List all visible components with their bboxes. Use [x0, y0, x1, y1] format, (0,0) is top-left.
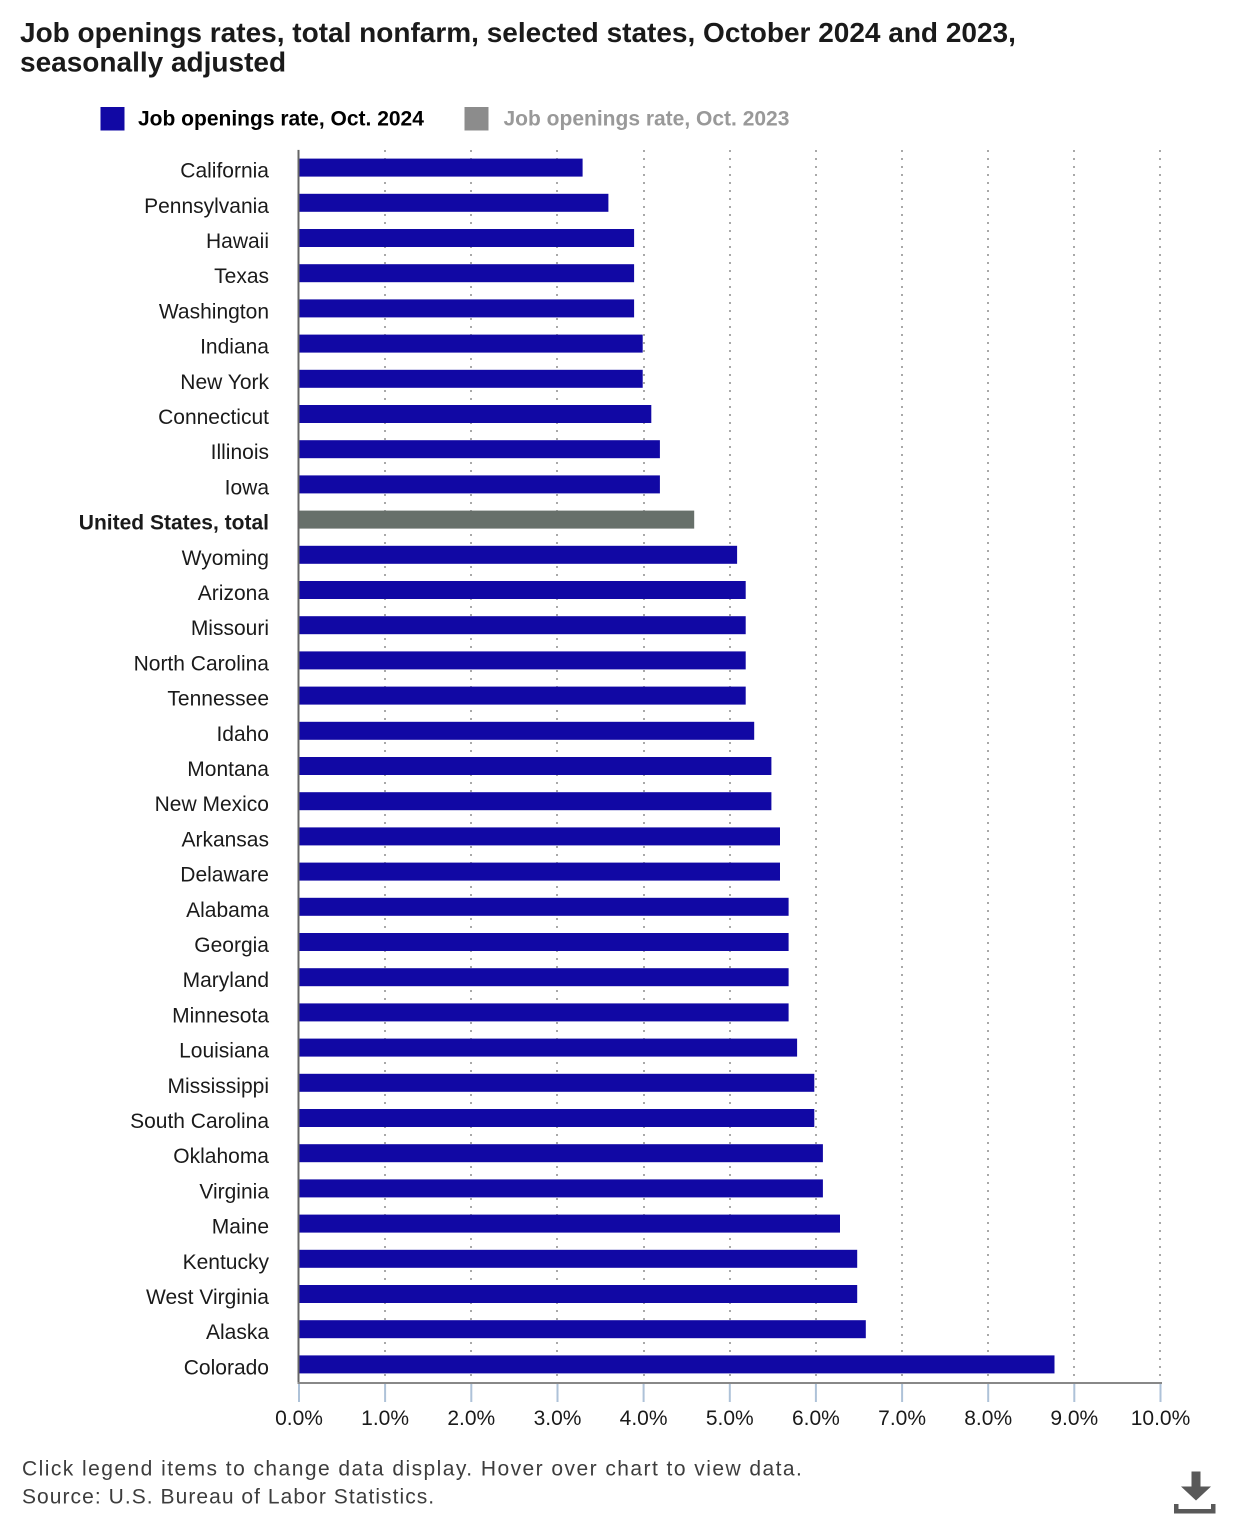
- svg-text:Minnesota: Minnesota: [172, 1004, 269, 1027]
- svg-text:Alabama: Alabama: [186, 899, 269, 922]
- svg-text:Texas: Texas: [214, 265, 269, 288]
- svg-text:Virginia: Virginia: [199, 1180, 269, 1203]
- svg-text:Idaho: Idaho: [216, 723, 269, 746]
- svg-text:Job openings rate, Oct. 2024: Job openings rate, Oct. 2024: [138, 107, 424, 130]
- svg-text:4.0%: 4.0%: [620, 1407, 668, 1430]
- svg-text:Tennessee: Tennessee: [167, 688, 269, 711]
- svg-text:Washington: Washington: [159, 300, 269, 323]
- svg-text:Maine: Maine: [212, 1216, 269, 1239]
- svg-text:6.0%: 6.0%: [792, 1407, 840, 1430]
- svg-text:North Carolina: North Carolina: [134, 652, 270, 675]
- svg-text:Source: U.S. Bureau of Labor S: Source: U.S. Bureau of Labor Statistics.: [22, 1486, 435, 1509]
- svg-text:0.0%: 0.0%: [275, 1407, 323, 1430]
- svg-text:Illinois: Illinois: [211, 441, 269, 464]
- svg-text:Kentucky: Kentucky: [183, 1251, 270, 1274]
- svg-text:New York: New York: [180, 371, 269, 394]
- svg-text:Oklahoma: Oklahoma: [173, 1145, 269, 1168]
- svg-text:Connecticut: Connecticut: [158, 406, 269, 429]
- svg-text:Delaware: Delaware: [180, 864, 269, 887]
- svg-text:Click legend items to change d: Click legend items to change data displa…: [22, 1458, 803, 1481]
- svg-text:California: California: [180, 160, 269, 183]
- svg-text:8.0%: 8.0%: [964, 1407, 1012, 1430]
- svg-text:Alaska: Alaska: [206, 1321, 269, 1344]
- svg-text:10.0%: 10.0%: [1131, 1407, 1191, 1430]
- svg-text:Job openings rate, Oct. 2023: Job openings rate, Oct. 2023: [504, 107, 790, 130]
- svg-text:Maryland: Maryland: [183, 969, 269, 992]
- svg-text:Georgia: Georgia: [194, 934, 269, 957]
- svg-text:9.0%: 9.0%: [1050, 1407, 1098, 1430]
- svg-text:Arkansas: Arkansas: [181, 828, 269, 851]
- svg-text:7.0%: 7.0%: [878, 1407, 926, 1430]
- svg-text:5.0%: 5.0%: [706, 1407, 754, 1430]
- svg-text:Arizona: Arizona: [198, 582, 270, 605]
- svg-text:2.0%: 2.0%: [447, 1407, 495, 1430]
- svg-text:Louisiana: Louisiana: [179, 1040, 269, 1063]
- svg-text:United States, total: United States, total: [79, 512, 269, 535]
- svg-text:Job openings rates, total nonf: Job openings rates, total nonfarm, selec…: [20, 17, 1016, 48]
- svg-text:3.0%: 3.0%: [534, 1407, 582, 1430]
- svg-text:Iowa: Iowa: [225, 476, 270, 499]
- svg-text:1.0%: 1.0%: [361, 1407, 409, 1430]
- svg-text:Montana: Montana: [187, 758, 269, 781]
- svg-text:Mississippi: Mississippi: [167, 1075, 269, 1098]
- svg-text:Colorado: Colorado: [184, 1356, 269, 1379]
- svg-text:Wyoming: Wyoming: [182, 547, 269, 570]
- svg-text:West Virginia: West Virginia: [146, 1286, 269, 1309]
- svg-text:Pennsylvania: Pennsylvania: [144, 195, 269, 218]
- svg-text:Indiana: Indiana: [200, 336, 269, 359]
- svg-text:seasonally adjusted: seasonally adjusted: [20, 46, 286, 77]
- svg-text:New Mexico: New Mexico: [155, 793, 269, 816]
- svg-text:Missouri: Missouri: [191, 617, 269, 640]
- svg-text:South Carolina: South Carolina: [130, 1110, 269, 1133]
- svg-text:Hawaii: Hawaii: [206, 230, 269, 253]
